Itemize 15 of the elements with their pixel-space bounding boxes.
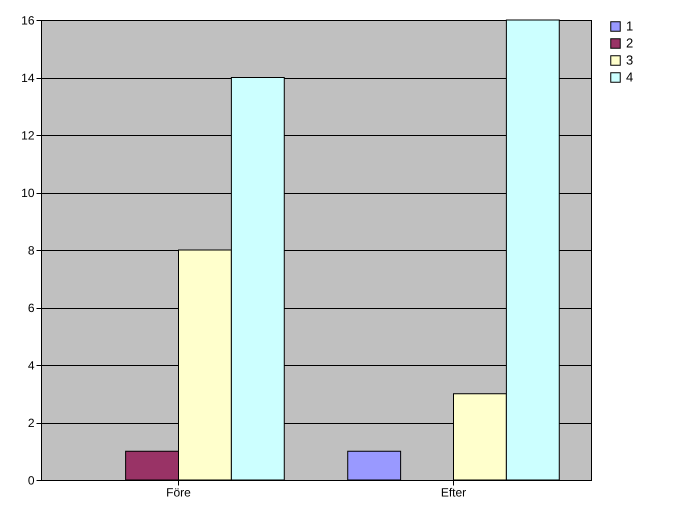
y-tick-label: 4 <box>28 358 35 372</box>
x-tick-label: Efter <box>440 486 466 500</box>
y-tick-label: 10 <box>21 186 35 200</box>
y-tick-label: 2 <box>28 416 35 430</box>
legend-label: 2 <box>626 36 634 50</box>
y-tick-label: 16 <box>21 14 35 28</box>
y-tick-label: 14 <box>21 71 35 85</box>
y-tick-label: 8 <box>28 244 35 258</box>
legend-label: 1 <box>626 18 634 34</box>
legend-label: 4 <box>626 70 634 84</box>
y-tick-label: 0 <box>28 474 35 488</box>
legend-label: 3 <box>626 52 634 68</box>
y-tick-label: 12 <box>21 128 35 142</box>
y-tick-label: 6 <box>28 301 35 315</box>
x-tick-label: Före <box>166 486 192 500</box>
